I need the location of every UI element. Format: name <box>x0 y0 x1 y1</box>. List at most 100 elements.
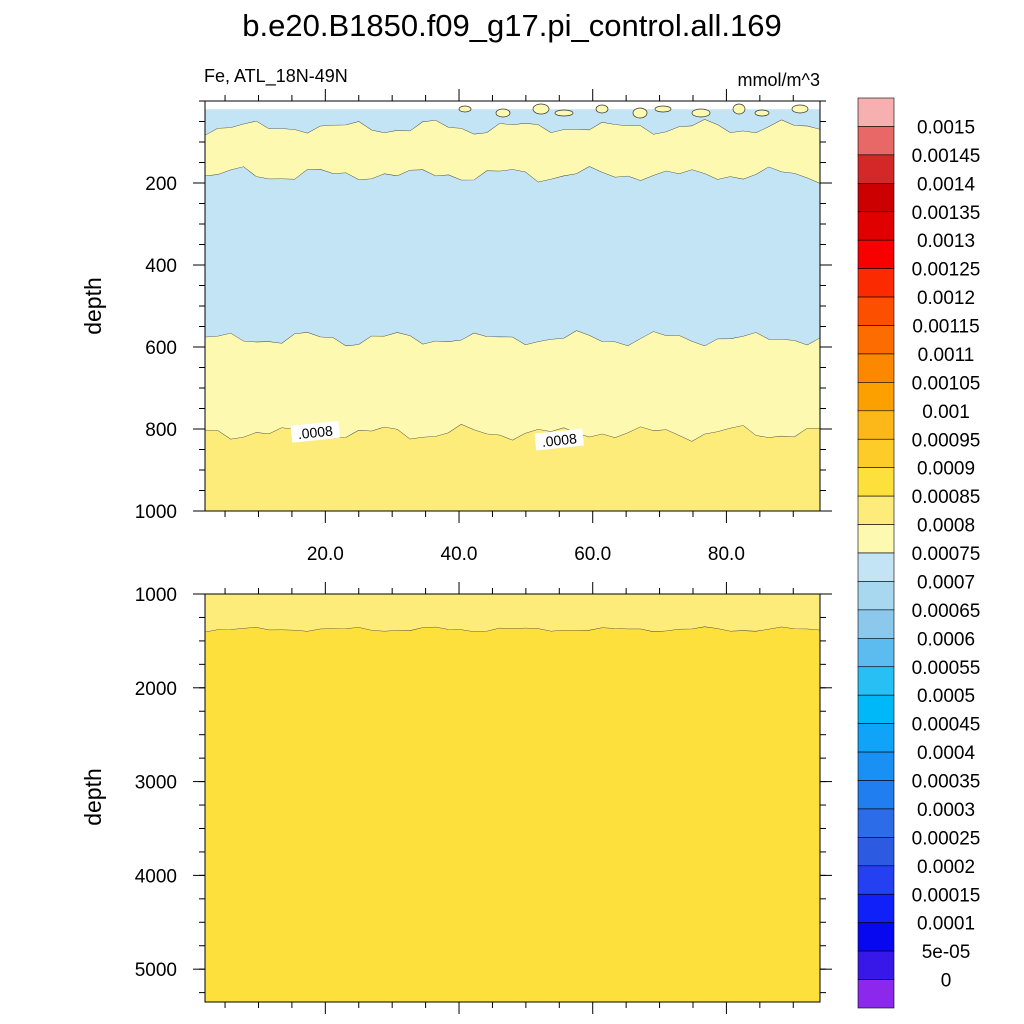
lower-y-tick-label: 2000 <box>135 679 177 700</box>
colorbar-label: 0.00135 <box>912 203 981 224</box>
colorbar-label: 0.00045 <box>912 715 981 736</box>
upper-band <box>205 119 820 184</box>
colorbar-swatch <box>857 154 895 184</box>
contour-label: .0008 <box>534 428 584 451</box>
colorbar-swatch <box>857 837 895 867</box>
colorbar-label: 0.00095 <box>912 430 981 451</box>
colorbar-swatch <box>857 638 895 668</box>
lower-y-tick-label: 3000 <box>135 773 177 794</box>
colorbar-swatch <box>857 865 895 895</box>
upper-contour-blob <box>654 105 672 113</box>
upper-contour-blob <box>532 103 550 115</box>
contour-label-box <box>290 420 341 443</box>
colorbar-swatch <box>857 666 895 696</box>
upper-contour-blob <box>632 107 648 119</box>
upper-left-label: Fe, ATL_18N-49N <box>204 66 348 87</box>
lower-plot-frame <box>204 593 821 1003</box>
upper-contour-blob <box>595 104 609 114</box>
colorbar-swatch <box>857 751 895 781</box>
colorbar-label: 0.0004 <box>917 743 976 764</box>
figure-title: b.e20.B1850.f09_g17.pi_control.all.169 <box>242 8 782 43</box>
x-tick-label: 20.0 <box>307 544 344 565</box>
colorbar-label: 0.00145 <box>912 146 981 167</box>
upper-fill-group <box>205 103 820 511</box>
colorbar-swatch <box>857 495 895 525</box>
colorbar-label: 0.00075 <box>912 544 981 565</box>
contour-label-text: .0008 <box>297 422 334 442</box>
x-tick-label: 60.0 <box>574 544 611 565</box>
lower-y-tick-label: 5000 <box>135 960 177 981</box>
upper-y-tick-label: 400 <box>145 256 177 277</box>
upper-y-tick-label: 600 <box>145 338 177 359</box>
contour-label-text: .0008 <box>541 430 578 450</box>
upper-y-tick-label: 800 <box>145 420 177 441</box>
lower-band <box>205 626 820 1002</box>
colorbar-swatch <box>857 552 895 582</box>
colorbar-swatch <box>857 183 895 213</box>
colorbar-swatch <box>857 893 895 923</box>
upper-contour-blob <box>495 108 511 118</box>
colorbar-swatch <box>857 126 895 156</box>
colorbar-label: 0.001 <box>922 402 970 423</box>
colorbar-label: 0.0015 <box>917 117 975 138</box>
upper-y-tick-label: 200 <box>145 174 177 195</box>
colorbar-swatch <box>857 353 895 383</box>
colorbar-swatch <box>857 438 895 468</box>
colorbar-label: 0.0012 <box>917 288 975 309</box>
upper-contour-blob <box>554 109 574 117</box>
colorbar-label: 0 <box>941 971 952 992</box>
colorbar-swatch <box>857 950 895 980</box>
colorbar-label: 0.00015 <box>912 885 981 906</box>
upper-contour-blob <box>458 105 472 113</box>
colorbar-swatch <box>857 694 895 724</box>
contour-label-box <box>534 428 584 451</box>
colorbar-swatch <box>857 325 895 355</box>
lower-panel: depth 1000 2000 3000 4000 5000 <box>80 582 832 1014</box>
colorbar-label: 0.0013 <box>917 231 975 252</box>
colorbar-label: 0.0002 <box>917 857 975 878</box>
colorbar-label: 0.00115 <box>912 317 979 338</box>
colorbar-label: 0.0001 <box>917 914 975 935</box>
colorbar-swatch <box>857 979 895 1009</box>
colorbar-swatch <box>857 239 895 269</box>
upper-band <box>205 166 820 347</box>
colorbar-label: 0.00055 <box>912 658 981 679</box>
upper-panel: Fe, ATL_18N-49N mmol/m^3 depth .0008 .000… <box>80 66 832 565</box>
lower-y-tick-label: 1000 <box>135 585 177 606</box>
colorbar-swatch <box>857 808 895 838</box>
colorbar-label: 0.00105 <box>912 373 981 394</box>
colorbar-swatch <box>857 467 895 497</box>
colorbar-label: 0.0007 <box>917 572 975 593</box>
colorbar-swatch <box>857 296 895 326</box>
colorbar-swatch <box>857 97 895 127</box>
upper-right-label: mmol/m^3 <box>738 70 820 90</box>
colorbar-swatch <box>857 524 895 554</box>
colorbar-label: 0.0011 <box>918 345 975 366</box>
upper-band <box>205 330 820 442</box>
colorbar-swatch <box>857 581 895 611</box>
colorbar-swatch <box>857 723 895 753</box>
lower-y-axis-label: depth <box>80 768 106 826</box>
colorbar-swatch <box>857 410 895 440</box>
upper-y-axis-label: depth <box>80 277 106 335</box>
upper-contour-blob <box>691 108 711 118</box>
colorbar-swatch <box>857 268 895 298</box>
contour-label: .0008 <box>290 420 341 443</box>
upper-contour-blob <box>732 103 746 115</box>
lower-band <box>205 594 820 633</box>
colorbar-label: 0.0009 <box>917 459 975 480</box>
colorbar-label: 0.0008 <box>917 516 975 537</box>
colorbar-label: 0.00025 <box>912 828 981 849</box>
colorbar-label: 0.0005 <box>917 686 975 707</box>
lower-y-tick-label: 4000 <box>135 866 177 887</box>
colorbar-label: 0.0014 <box>917 174 976 195</box>
upper-band <box>205 424 820 511</box>
upper-y-tick-label: 1000 <box>135 502 177 523</box>
colorbar-label: 0.00125 <box>912 260 981 281</box>
colorbar-label: 0.00065 <box>912 601 981 622</box>
colorbar-label: 0.00085 <box>912 487 981 508</box>
colorbar-swatch <box>857 382 895 412</box>
colorbar-label: 0.0003 <box>917 800 975 821</box>
